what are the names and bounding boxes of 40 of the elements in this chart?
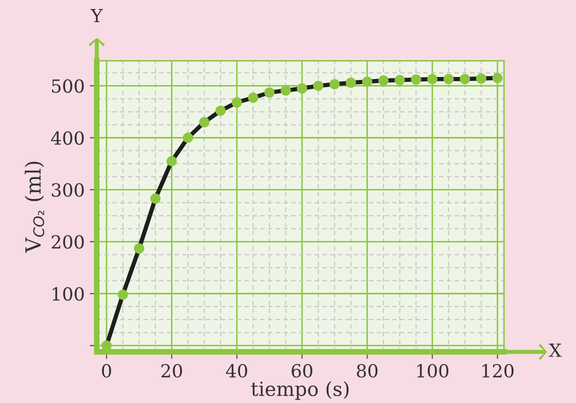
point — [166, 156, 177, 166]
point — [443, 74, 454, 84]
text: X — [548, 344, 562, 357]
x-tick-label: 20 — [161, 364, 182, 378]
point — [346, 77, 356, 88]
y-tick-label: 500 — [52, 79, 84, 93]
text: Y — [90, 9, 103, 22]
point — [313, 80, 324, 91]
x-axis-title: tiempo (s) — [251, 381, 349, 400]
point — [296, 83, 308, 94]
y-tick-label: 100 — [52, 287, 84, 301]
point — [134, 243, 144, 254]
point — [150, 193, 161, 204]
y-tick-label: 400 — [51, 131, 84, 145]
point — [118, 289, 128, 300]
point — [460, 74, 470, 84]
point — [199, 116, 210, 128]
point — [394, 74, 405, 86]
point — [329, 79, 340, 90]
point — [264, 87, 275, 98]
y-tick-label: 200 — [52, 235, 84, 249]
point — [248, 92, 258, 103]
x-tick-label: 120 — [482, 364, 514, 378]
point — [362, 76, 372, 87]
point — [492, 72, 503, 84]
point — [215, 106, 226, 116]
point — [427, 74, 438, 84]
point — [476, 73, 486, 84]
point — [182, 132, 194, 143]
point — [280, 85, 291, 96]
point — [410, 74, 422, 85]
x-tick-label: 0 — [102, 364, 112, 378]
x-tick-label: 60 — [292, 364, 312, 378]
x-tick-label: 100 — [417, 364, 448, 378]
point — [232, 97, 242, 108]
point — [378, 75, 389, 86]
y-axis-title: V$_{CO₂}$ (ml) — [24, 162, 44, 253]
x-tick-label: 40 — [226, 364, 248, 378]
y-tick-label: 300 — [52, 183, 84, 197]
x-tick-label: 80 — [356, 364, 378, 378]
